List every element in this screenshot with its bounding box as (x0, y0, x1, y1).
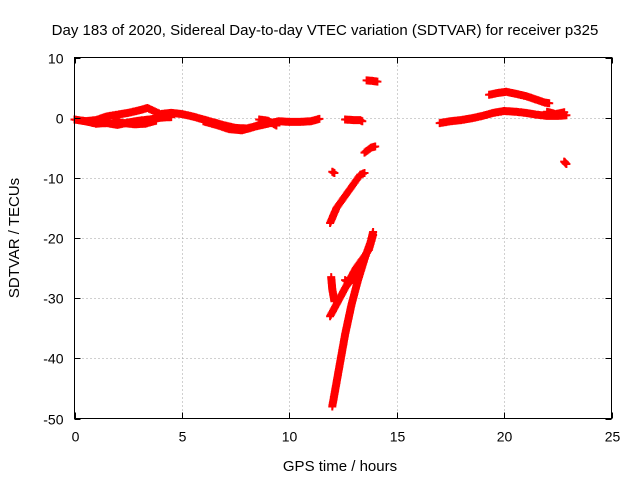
data-track (543, 107, 569, 119)
y-tick-label: 0 (56, 111, 64, 127)
data-track (560, 157, 571, 168)
x-tick-labels: 0 5 10 15 20 25 (72, 429, 621, 445)
x-tick-label: 15 (390, 429, 406, 445)
data-point-markers (341, 273, 358, 288)
data-point-markers (341, 115, 367, 126)
x-tick-label: 10 (282, 429, 298, 445)
data-track (109, 116, 161, 129)
data-point-markers (109, 116, 161, 129)
data-track (327, 273, 339, 306)
data-point-markers (543, 107, 569, 119)
data-track (485, 87, 554, 108)
x-axis-title: GPS time / hours (283, 458, 397, 475)
data-track (360, 142, 380, 157)
data-track (341, 273, 358, 288)
y-tick-label: -40 (43, 351, 63, 367)
y-axis-title: SDTVAR / TECUs (6, 178, 23, 298)
data-point-markers (351, 270, 362, 282)
data-track (255, 115, 281, 130)
y-tick-label: -50 (43, 412, 63, 428)
data-track (328, 167, 339, 177)
y-tick-label: -30 (43, 291, 63, 307)
y-tick-label: -20 (43, 231, 63, 247)
x-tick-label: 0 (72, 429, 80, 445)
data-point-markers (327, 273, 339, 306)
data-track (362, 76, 382, 86)
data-point-markers (485, 87, 554, 108)
x-tick-label: 20 (497, 429, 513, 445)
y-tick-labels: -50 -40 -30 -20 -10 0 10 (43, 51, 63, 428)
data-track (326, 169, 369, 227)
data-track (341, 115, 367, 126)
data-point-markers (360, 142, 380, 157)
ticks (74, 57, 613, 420)
x-tick-label: 5 (179, 429, 187, 445)
data-marks (70, 76, 571, 411)
data-point-markers (326, 169, 369, 227)
data-point-markers (328, 167, 339, 177)
data-track (351, 270, 362, 282)
data-point-markers (255, 115, 281, 130)
y-tick-label: -10 (43, 171, 63, 187)
y-tick-label: 10 (48, 51, 64, 67)
chart-title: Day 183 of 2020, Sidereal Day-to-day VTE… (52, 22, 599, 39)
data-point-markers (362, 76, 382, 86)
data-point-markers (560, 157, 571, 168)
x-tick-label: 25 (605, 429, 621, 445)
